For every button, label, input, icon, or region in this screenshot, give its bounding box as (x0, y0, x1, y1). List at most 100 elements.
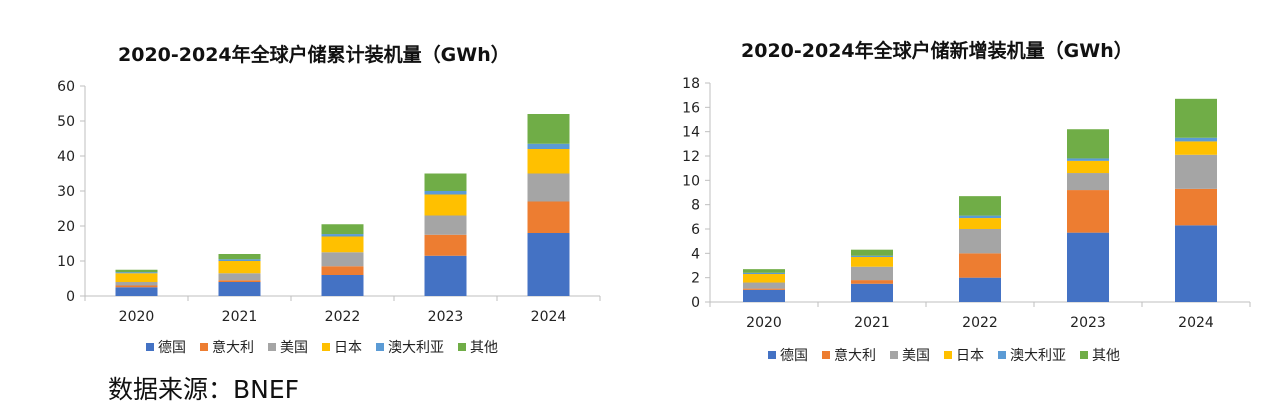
new-install-bar-2021-澳大利亚 (851, 255, 893, 257)
cumulative-legend-label: 德国 (158, 340, 186, 356)
new-install-legend-item: 日本 (944, 345, 984, 365)
cumulative-y-tick-label: 30 (57, 184, 75, 200)
new-install-bar-2023-美国 (1067, 173, 1109, 191)
new-install-bar-2020-其他 (743, 269, 785, 273)
new-install-bar-2020-美国 (743, 282, 785, 289)
cumulative-y-tick-label: 50 (57, 114, 75, 130)
cumulative-bar-2023-澳大利亚 (424, 191, 467, 195)
new-install-bar-2021-其他 (851, 249, 893, 256)
cumulative-legend-item: 澳大利亚 (376, 337, 444, 357)
cumulative-bar-2022-日本 (321, 236, 364, 253)
cumulative-bar-2020-意大利 (115, 285, 158, 288)
cumulative-legend-label: 日本 (334, 340, 362, 356)
cumulative-x-tick-label: 2023 (428, 309, 464, 325)
cumulative-y-tick-label: 10 (57, 254, 75, 270)
new-install-y-tick-label: 8 (691, 198, 700, 214)
cumulative-bar-2021-美国 (218, 273, 261, 281)
cumulative-bar-2022-其他 (321, 224, 364, 235)
cumulative-x-tick-label: 2024 (531, 309, 567, 325)
cumulative-x-tick-label: 2020 (119, 309, 155, 325)
cumulative-bar-2020-日本 (115, 273, 158, 282)
cumulative-x-tick-label: 2022 (325, 309, 361, 325)
new-install-bar-2023-德国 (1067, 232, 1109, 302)
cumulative-legend-swatch (376, 343, 384, 351)
new-install-legend-item: 德国 (768, 345, 808, 365)
new-install-legend-label: 德国 (780, 348, 808, 364)
new-install-bar-2022-意大利 (959, 253, 1001, 278)
cumulative-bar-2024-澳大利亚 (527, 143, 570, 149)
cumulative-legend-label: 其他 (470, 340, 498, 356)
cumulative-legend-item: 德国 (146, 337, 186, 357)
new-install-legend-label: 澳大利亚 (1010, 348, 1066, 364)
cumulative-bar-2024-意大利 (527, 201, 570, 233)
cumulative-y-tick-label: 40 (57, 149, 75, 165)
cumulative-bar-2024-美国 (527, 173, 570, 202)
cumulative-legend-item: 美国 (268, 337, 308, 357)
cumulative-legend-swatch (268, 343, 276, 351)
cumulative-legend-item: 其他 (458, 337, 498, 357)
cumulative-bar-2023-美国 (424, 215, 467, 235)
new-install-legend-swatch (822, 351, 830, 359)
cumulative-y-tick-label: 20 (57, 219, 75, 235)
cumulative-chart-legend: 德国 意大利 美国 日本 澳大利亚 其他 (146, 337, 498, 357)
cumulative-bar-2023-其他 (424, 173, 467, 191)
cumulative-bar-2021-澳大利亚 (218, 259, 261, 261)
cumulative-chart-panel: 2020-2024年全球户储累计装机量（GWh） 0 10 20 30 40 50 60 20… (0, 0, 620, 370)
new-install-legend-label: 其他 (1092, 348, 1120, 364)
new-install-bar-2024-澳大利亚 (1175, 137, 1217, 142)
new-install-bar-2020-意大利 (743, 288, 785, 290)
cumulative-bar-2023-德国 (424, 255, 467, 296)
cumulative-legend-label: 澳大利亚 (388, 340, 444, 356)
new-install-chart-title: 2020-2024年全球户储新增装机量（GWh） (741, 40, 1133, 62)
cumulative-legend-swatch (200, 343, 208, 351)
new-install-y-tick-label: 4 (691, 246, 700, 262)
new-install-chart-svg: 0 2 4 6 8 10 12 14 16 18 2020 2021 2022 2023 2024 (682, 76, 1251, 331)
new-install-legend-swatch (1080, 351, 1088, 359)
new-install-chart-legend: 德国 意大利 美国 日本 澳大利亚 其他 (768, 345, 1120, 365)
new-install-bar-2021-意大利 (851, 280, 893, 284)
new-install-legend-swatch (768, 351, 776, 359)
new-install-bar-2022-德国 (959, 277, 1001, 302)
new-install-bar-2020-澳大利亚 (743, 272, 785, 275)
new-install-bar-2024-意大利 (1175, 188, 1217, 226)
cumulative-bar-2024-德国 (527, 233, 570, 296)
new-install-x-tick-label: 2023 (1070, 315, 1106, 331)
cumulative-legend-item: 日本 (322, 337, 362, 357)
new-install-bar-2021-德国 (851, 283, 893, 302)
new-install-bar-2022-其他 (959, 196, 1001, 216)
cumulative-bar-2021-其他 (218, 254, 261, 260)
cumulative-y-tick-label: 0 (66, 289, 75, 305)
new-install-legend-label: 意大利 (834, 348, 876, 364)
new-install-y-tick-label: 16 (682, 100, 700, 116)
new-install-x-tick-label: 2022 (962, 315, 998, 331)
new-install-bar-2020-德国 (743, 289, 785, 302)
new-install-bar-2020-日本 (743, 274, 785, 283)
cumulative-bar-2023-日本 (424, 194, 467, 216)
new-install-y-tick-label: 0 (691, 295, 700, 311)
new-install-bar-2023-其他 (1067, 129, 1109, 159)
new-install-bar-2024-德国 (1175, 225, 1217, 302)
cumulative-bar-2023-意大利 (424, 234, 467, 256)
cumulative-legend-label: 美国 (280, 340, 308, 356)
new-install-legend-item: 其他 (1080, 345, 1120, 365)
new-install-y-tick-label: 12 (682, 149, 700, 165)
new-install-bar-2023-日本 (1067, 160, 1109, 174)
new-install-bar-2023-澳大利亚 (1067, 158, 1109, 161)
cumulative-legend-swatch (458, 343, 466, 351)
cumulative-bar-2024-日本 (527, 149, 570, 174)
cumulative-legend-item: 意大利 (200, 337, 254, 357)
cumulative-bar-2020-澳大利亚 (115, 272, 158, 274)
cumulative-x-tick-label: 2021 (222, 309, 258, 325)
new-install-y-tick-label: 14 (682, 125, 700, 141)
new-install-legend-item: 意大利 (822, 345, 876, 365)
new-install-legend-swatch (944, 351, 952, 359)
cumulative-legend-swatch (322, 343, 330, 351)
cumulative-bar-2024-其他 (527, 114, 570, 144)
cumulative-bar-2020-美国 (115, 282, 158, 286)
new-install-legend-label: 美国 (902, 348, 930, 364)
new-install-legend-swatch (890, 351, 898, 359)
new-install-legend-item: 澳大利亚 (998, 345, 1066, 365)
new-install-x-tick-label: 2020 (746, 315, 782, 331)
new-install-chart-panel: 2020-2024年全球户储新增装机量（GWh） 0 2 4 6 8 10 12 14 16 18… (640, 0, 1267, 370)
source-note: 数据来源：BNEF (108, 375, 300, 404)
